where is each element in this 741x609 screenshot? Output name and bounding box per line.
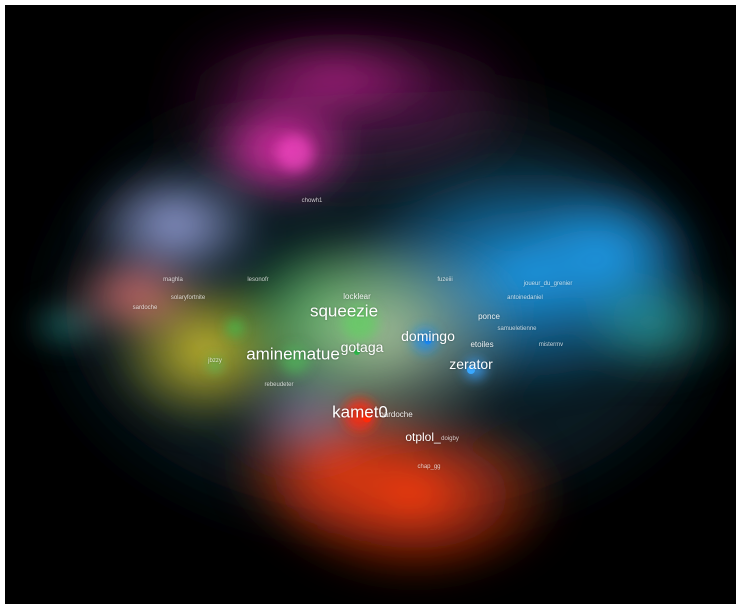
node-zerator-dot (467, 366, 475, 374)
node-label-ponce: ponce (478, 312, 500, 321)
node-label-doigby: doigby (441, 436, 459, 442)
node-label-lesonofr: lesonofr (247, 277, 269, 283)
node-label-jbzzy: jbzzy (208, 358, 222, 364)
node-label-kamet0: kamet0 (332, 402, 388, 422)
node-label-maghla: maghla (163, 277, 183, 283)
node-label-samueletienne: samueletienne (497, 326, 537, 332)
hub-glows (208, 135, 485, 431)
cluster-blobs (25, 35, 735, 585)
node-label-antoinedaniel: antoinedaniel (507, 295, 543, 301)
node-label-domingo: domingo (401, 328, 455, 344)
node-label-joueur-du-grenier: joueur_du_grenier (523, 281, 573, 287)
network-graph-visualization: squeezie aminematue gotaga domingo zerat… (5, 5, 736, 604)
node-gotaga-dot (354, 349, 360, 355)
node-label-locklear: locklear (343, 292, 371, 301)
node-label-gotaga: gotaga (340, 339, 384, 355)
node-label-fuzeiii: fuzeiii (437, 277, 453, 283)
node-domingo-dot (424, 337, 432, 345)
node-kamet0-dot (362, 413, 372, 423)
node-label-chowh1: chowh1 (301, 198, 323, 204)
node-label-aminematue: aminematue (246, 344, 340, 364)
network-graph-canvas (25, 35, 735, 585)
node-label-mistermv: mistermv (538, 342, 564, 348)
node-label-bardoche: bardoche (379, 410, 413, 419)
node-label-etoiles: etoiles (470, 340, 494, 349)
node-label-otplol: otplol_ (405, 430, 441, 444)
node-label-squeezie: squeezie (309, 301, 379, 321)
node-label-sardoche: sardoche (132, 305, 158, 311)
node-label-chap-gg: chap_gg (417, 464, 441, 470)
node-label-zerator: zerator (449, 356, 493, 372)
node-label-rebeudeter: rebeudeter (264, 382, 294, 388)
node-label-solaryfortnite: solaryfortnite (170, 295, 206, 301)
